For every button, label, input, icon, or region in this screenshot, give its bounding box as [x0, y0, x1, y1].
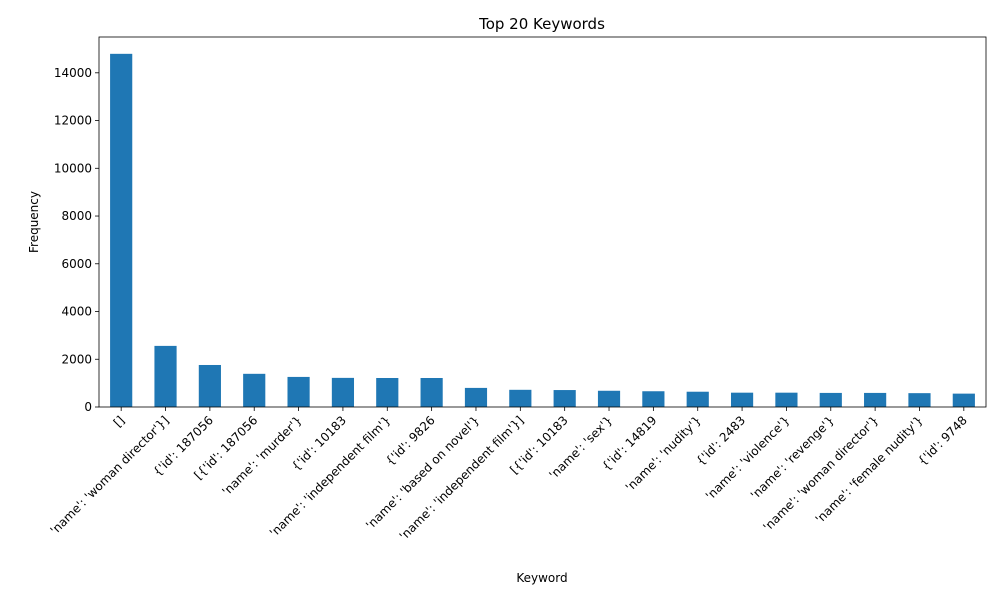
- y-tick-label-7: 14000: [54, 66, 92, 80]
- bar-3: [243, 373, 266, 407]
- bar-14: [730, 392, 754, 407]
- y-tick-label-6: 12000: [54, 114, 92, 128]
- y-axis-label: Frequency: [27, 191, 41, 253]
- bars-group: [110, 53, 975, 407]
- y-axis: 0 2000 4000 6000 8000 10000 12000 14000: [54, 66, 99, 414]
- bar-15: [775, 392, 798, 407]
- bar-11: [597, 390, 621, 407]
- bar-2: [198, 364, 221, 407]
- y-tick-label-2: 4000: [61, 305, 92, 319]
- bar-8: [464, 387, 488, 407]
- bar-12: [642, 391, 665, 407]
- y-tick-label-4: 8000: [61, 209, 92, 223]
- bar-16: [819, 392, 842, 407]
- bar-18: [908, 393, 931, 407]
- bar-13: [686, 391, 709, 407]
- bar-9: [509, 389, 532, 407]
- bar-7: [420, 377, 443, 407]
- bar-5: [331, 377, 355, 407]
- bar-1: [154, 345, 177, 407]
- y-tick-label-3: 6000: [61, 257, 92, 271]
- x-axis-label: Keyword: [516, 571, 567, 585]
- bar-10: [553, 390, 576, 407]
- y-tick-label-0: 0: [84, 400, 92, 414]
- bar-19: [952, 393, 975, 407]
- bar-4: [287, 376, 310, 407]
- bar-6: [376, 377, 399, 407]
- bar-0: [110, 53, 133, 407]
- y-tick-label-1: 2000: [61, 352, 92, 366]
- chart-title: Top 20 Keywords: [478, 15, 605, 33]
- y-tick-label-5: 10000: [54, 161, 92, 175]
- plot-frame: [98, 36, 987, 408]
- bar-17: [864, 392, 887, 407]
